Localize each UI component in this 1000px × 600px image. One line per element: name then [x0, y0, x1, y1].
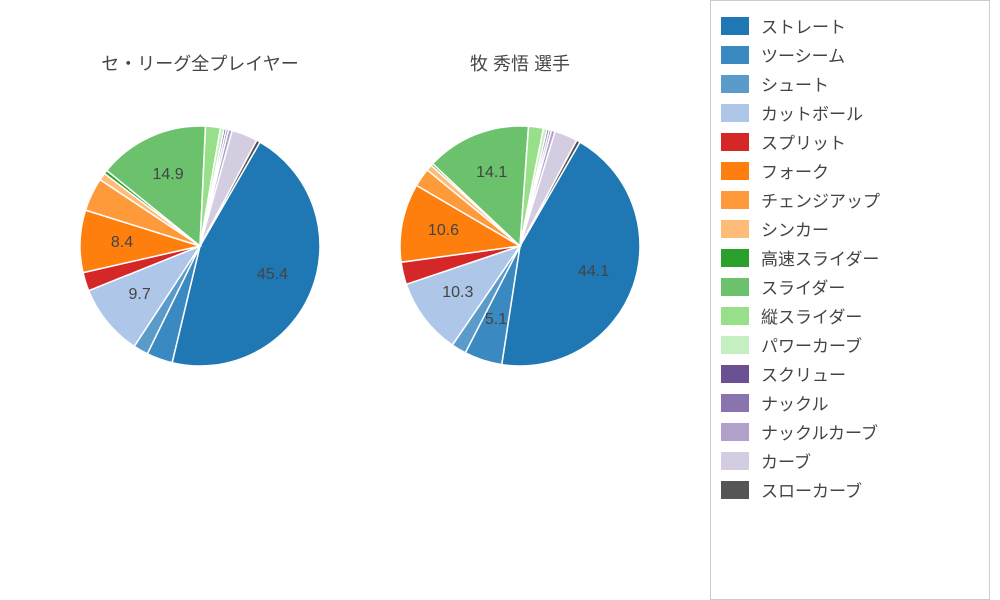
- legend-label: フォーク: [761, 158, 829, 183]
- legend-label: チェンジアップ: [761, 187, 880, 212]
- legend: ストレートツーシームシュートカットボールスプリットフォークチェンジアップシンカー…: [710, 0, 990, 600]
- legend-item: スローカーブ: [721, 477, 979, 502]
- pie-left-title: セ・リーグ全プレイヤー: [50, 50, 350, 76]
- legend-swatch: [721, 17, 749, 35]
- legend-label: ストレート: [761, 13, 846, 38]
- legend-label: パワーカーブ: [761, 332, 862, 357]
- legend-item: ツーシーム: [721, 42, 979, 67]
- legend-item: シュート: [721, 71, 979, 96]
- legend-item: フォーク: [721, 158, 979, 183]
- pie-right: 牧 秀悟 選手 44.1 5.1 10.3 10.6 14.1: [370, 50, 670, 386]
- legend-swatch: [721, 191, 749, 209]
- legend-swatch: [721, 46, 749, 64]
- legend-label: ナックルカーブ: [761, 419, 878, 444]
- slice-label: 10.3: [442, 284, 473, 302]
- legend-label: ナックル: [761, 390, 829, 415]
- legend-item: シンカー: [721, 216, 979, 241]
- legend-swatch: [721, 249, 749, 267]
- legend-item: ナックルカーブ: [721, 419, 979, 444]
- legend-swatch: [721, 75, 749, 93]
- legend-swatch: [721, 336, 749, 354]
- legend-label: カーブ: [761, 448, 811, 473]
- slice-label: 9.7: [129, 286, 151, 304]
- legend-item: カーブ: [721, 448, 979, 473]
- slice-label: 10.6: [428, 222, 459, 240]
- legend-item: 高速スライダー: [721, 245, 979, 270]
- legend-item: スプリット: [721, 129, 979, 154]
- legend-label: スローカーブ: [761, 477, 862, 502]
- slice-label: 14.9: [152, 166, 183, 184]
- pie-right-svg: 44.1 5.1 10.3 10.6 14.1: [380, 106, 660, 386]
- legend-label: スプリット: [761, 129, 846, 154]
- legend-swatch: [721, 394, 749, 412]
- legend-item: パワーカーブ: [721, 332, 979, 357]
- legend-swatch: [721, 104, 749, 122]
- legend-item: スクリュー: [721, 361, 979, 386]
- legend-item: ナックル: [721, 390, 979, 415]
- legend-label: ツーシーム: [761, 42, 845, 67]
- legend-label: 縦スライダー: [761, 303, 862, 328]
- legend-swatch: [721, 365, 749, 383]
- legend-swatch: [721, 133, 749, 151]
- legend-item: ストレート: [721, 13, 979, 38]
- pie-left-svg: 45.4 9.7 8.4 14.9: [60, 106, 340, 386]
- legend-swatch: [721, 423, 749, 441]
- legend-swatch: [721, 220, 749, 238]
- slice-label: 14.1: [476, 164, 507, 182]
- slice-label: 44.1: [578, 263, 609, 281]
- pie-right-title: 牧 秀悟 選手: [370, 50, 670, 76]
- chart-area: セ・リーグ全プレイヤー 45.4 9.7 8.4 14.9 牧 秀悟 選手 44.1 5…: [0, 0, 700, 600]
- slice-label: 5.1: [485, 311, 507, 329]
- legend-item: カットボール: [721, 100, 979, 125]
- legend-label: シンカー: [761, 216, 829, 241]
- legend-item: スライダー: [721, 274, 979, 299]
- legend-label: スライダー: [761, 274, 845, 299]
- slice-label: 8.4: [111, 234, 133, 252]
- legend-label: 高速スライダー: [761, 245, 879, 270]
- legend-label: スクリュー: [761, 361, 846, 386]
- slice-label: 45.4: [257, 266, 288, 284]
- legend-swatch: [721, 307, 749, 325]
- legend-swatch: [721, 481, 749, 499]
- legend-swatch: [721, 162, 749, 180]
- legend-swatch: [721, 452, 749, 470]
- legend-label: シュート: [761, 71, 829, 96]
- pie-left: セ・リーグ全プレイヤー 45.4 9.7 8.4 14.9: [50, 50, 350, 386]
- legend-item: 縦スライダー: [721, 303, 979, 328]
- legend-label: カットボール: [761, 100, 863, 125]
- legend-item: チェンジアップ: [721, 187, 979, 212]
- legend-swatch: [721, 278, 749, 296]
